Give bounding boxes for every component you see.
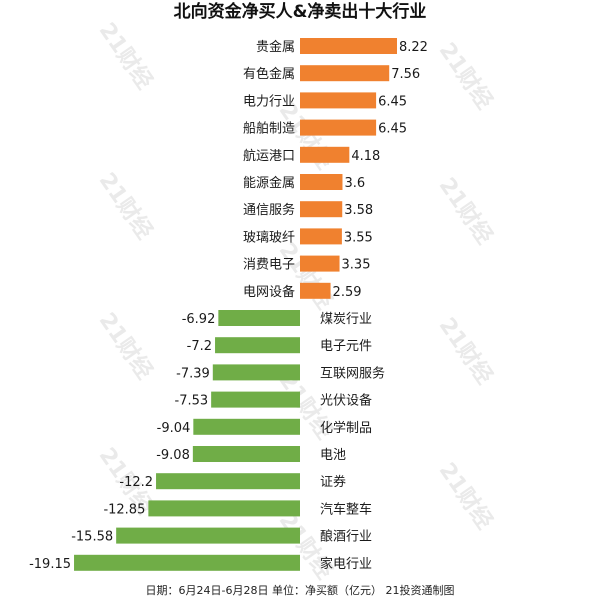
- bar-2: [300, 65, 390, 82]
- category-label: 船舶制造: [243, 121, 295, 137]
- bar-20: [74, 554, 300, 571]
- category-label: 能源金属: [243, 175, 295, 191]
- category-label: 家电行业: [320, 556, 372, 572]
- value-label: 6.45: [378, 94, 407, 109]
- category-label: 证券: [320, 474, 346, 490]
- bar-12: [215, 337, 300, 354]
- watermark: 21财经: [94, 18, 158, 94]
- watermark: 21财经: [434, 313, 498, 389]
- bar-1: [300, 38, 397, 54]
- value-label: 4.18: [351, 149, 380, 164]
- category-label: 电力行业: [243, 94, 295, 109]
- value-label: 3.35: [342, 258, 371, 273]
- category-label: 电池: [320, 448, 346, 463]
- bar-10: [300, 282, 331, 299]
- category-label: 航运港口: [243, 148, 295, 164]
- category-label: 通信服务: [243, 202, 295, 218]
- bar-8: [300, 228, 342, 245]
- bar-11: [218, 310, 300, 326]
- category-label: 玻璃玻纤: [243, 230, 295, 245]
- value-label: -7.2: [187, 339, 212, 354]
- bar-3: [300, 92, 377, 109]
- bars-layer: 贵金属 8.22 有色金属 7.56 电力行业 6.45 船舶制造 6.45 航运港口 4.18 能…: [29, 38, 428, 572]
- value-label: 2.59: [333, 285, 362, 300]
- bar-4: [300, 119, 377, 136]
- bar-14: [211, 391, 300, 408]
- value-label: -6.92: [182, 312, 216, 327]
- value-label: -9.04: [157, 421, 191, 436]
- bar-7: [300, 201, 343, 218]
- watermark: 21财经: [434, 458, 498, 534]
- category-label: 光伏设备: [320, 393, 372, 409]
- value-label: 8.22: [399, 40, 428, 55]
- value-label: -19.15: [29, 557, 71, 572]
- value-label: -9.08: [156, 448, 190, 463]
- bar-17: [156, 473, 300, 490]
- value-label: -12.85: [103, 502, 145, 517]
- watermark: 21财经: [434, 38, 498, 114]
- value-label: 3.55: [344, 230, 373, 245]
- value-label: -12.2: [119, 475, 153, 490]
- watermark: 21财经: [434, 173, 498, 249]
- category-label: 贵金属: [256, 39, 295, 55]
- watermark: 21财经: [94, 168, 158, 244]
- bar-18: [148, 500, 300, 517]
- chart-footnote: 日期：6月24日-6月28日 单位：净买额（亿元） 21投资通制图: [146, 583, 455, 597]
- watermark: 21财经: [274, 508, 338, 584]
- category-label: 电子元件: [320, 339, 372, 354]
- value-label: -7.39: [176, 366, 210, 381]
- value-label: 6.45: [378, 122, 407, 137]
- category-label: 电网设备: [243, 284, 295, 300]
- value-label: 3.58: [344, 203, 373, 218]
- category-label: 煤炭行业: [320, 312, 372, 327]
- bar-16: [192, 446, 300, 462]
- value-label: 7.56: [391, 67, 420, 82]
- bar-9: [300, 255, 340, 272]
- category-label: 汽车整车: [320, 501, 372, 517]
- chart-title: 北向资金净买人&净卖出十大行业: [174, 1, 427, 22]
- value-label: -7.53: [175, 394, 209, 409]
- bar-13: [212, 364, 300, 381]
- bar-19: [116, 527, 300, 544]
- watermark: 21财经: [274, 238, 338, 314]
- bar-15: [193, 418, 300, 435]
- watermark: 21财经: [94, 308, 158, 384]
- category-label: 酿酒行业: [320, 529, 372, 545]
- category-label: 有色金属: [243, 66, 295, 82]
- category-label: 互联网服务: [320, 365, 385, 381]
- bar-6: [300, 174, 343, 190]
- category-label: 消费电子: [243, 258, 295, 273]
- category-label: 化学制品: [320, 420, 372, 436]
- value-label: -15.58: [71, 530, 113, 545]
- bar-5: [300, 146, 350, 163]
- value-label: 3.6: [344, 176, 365, 191]
